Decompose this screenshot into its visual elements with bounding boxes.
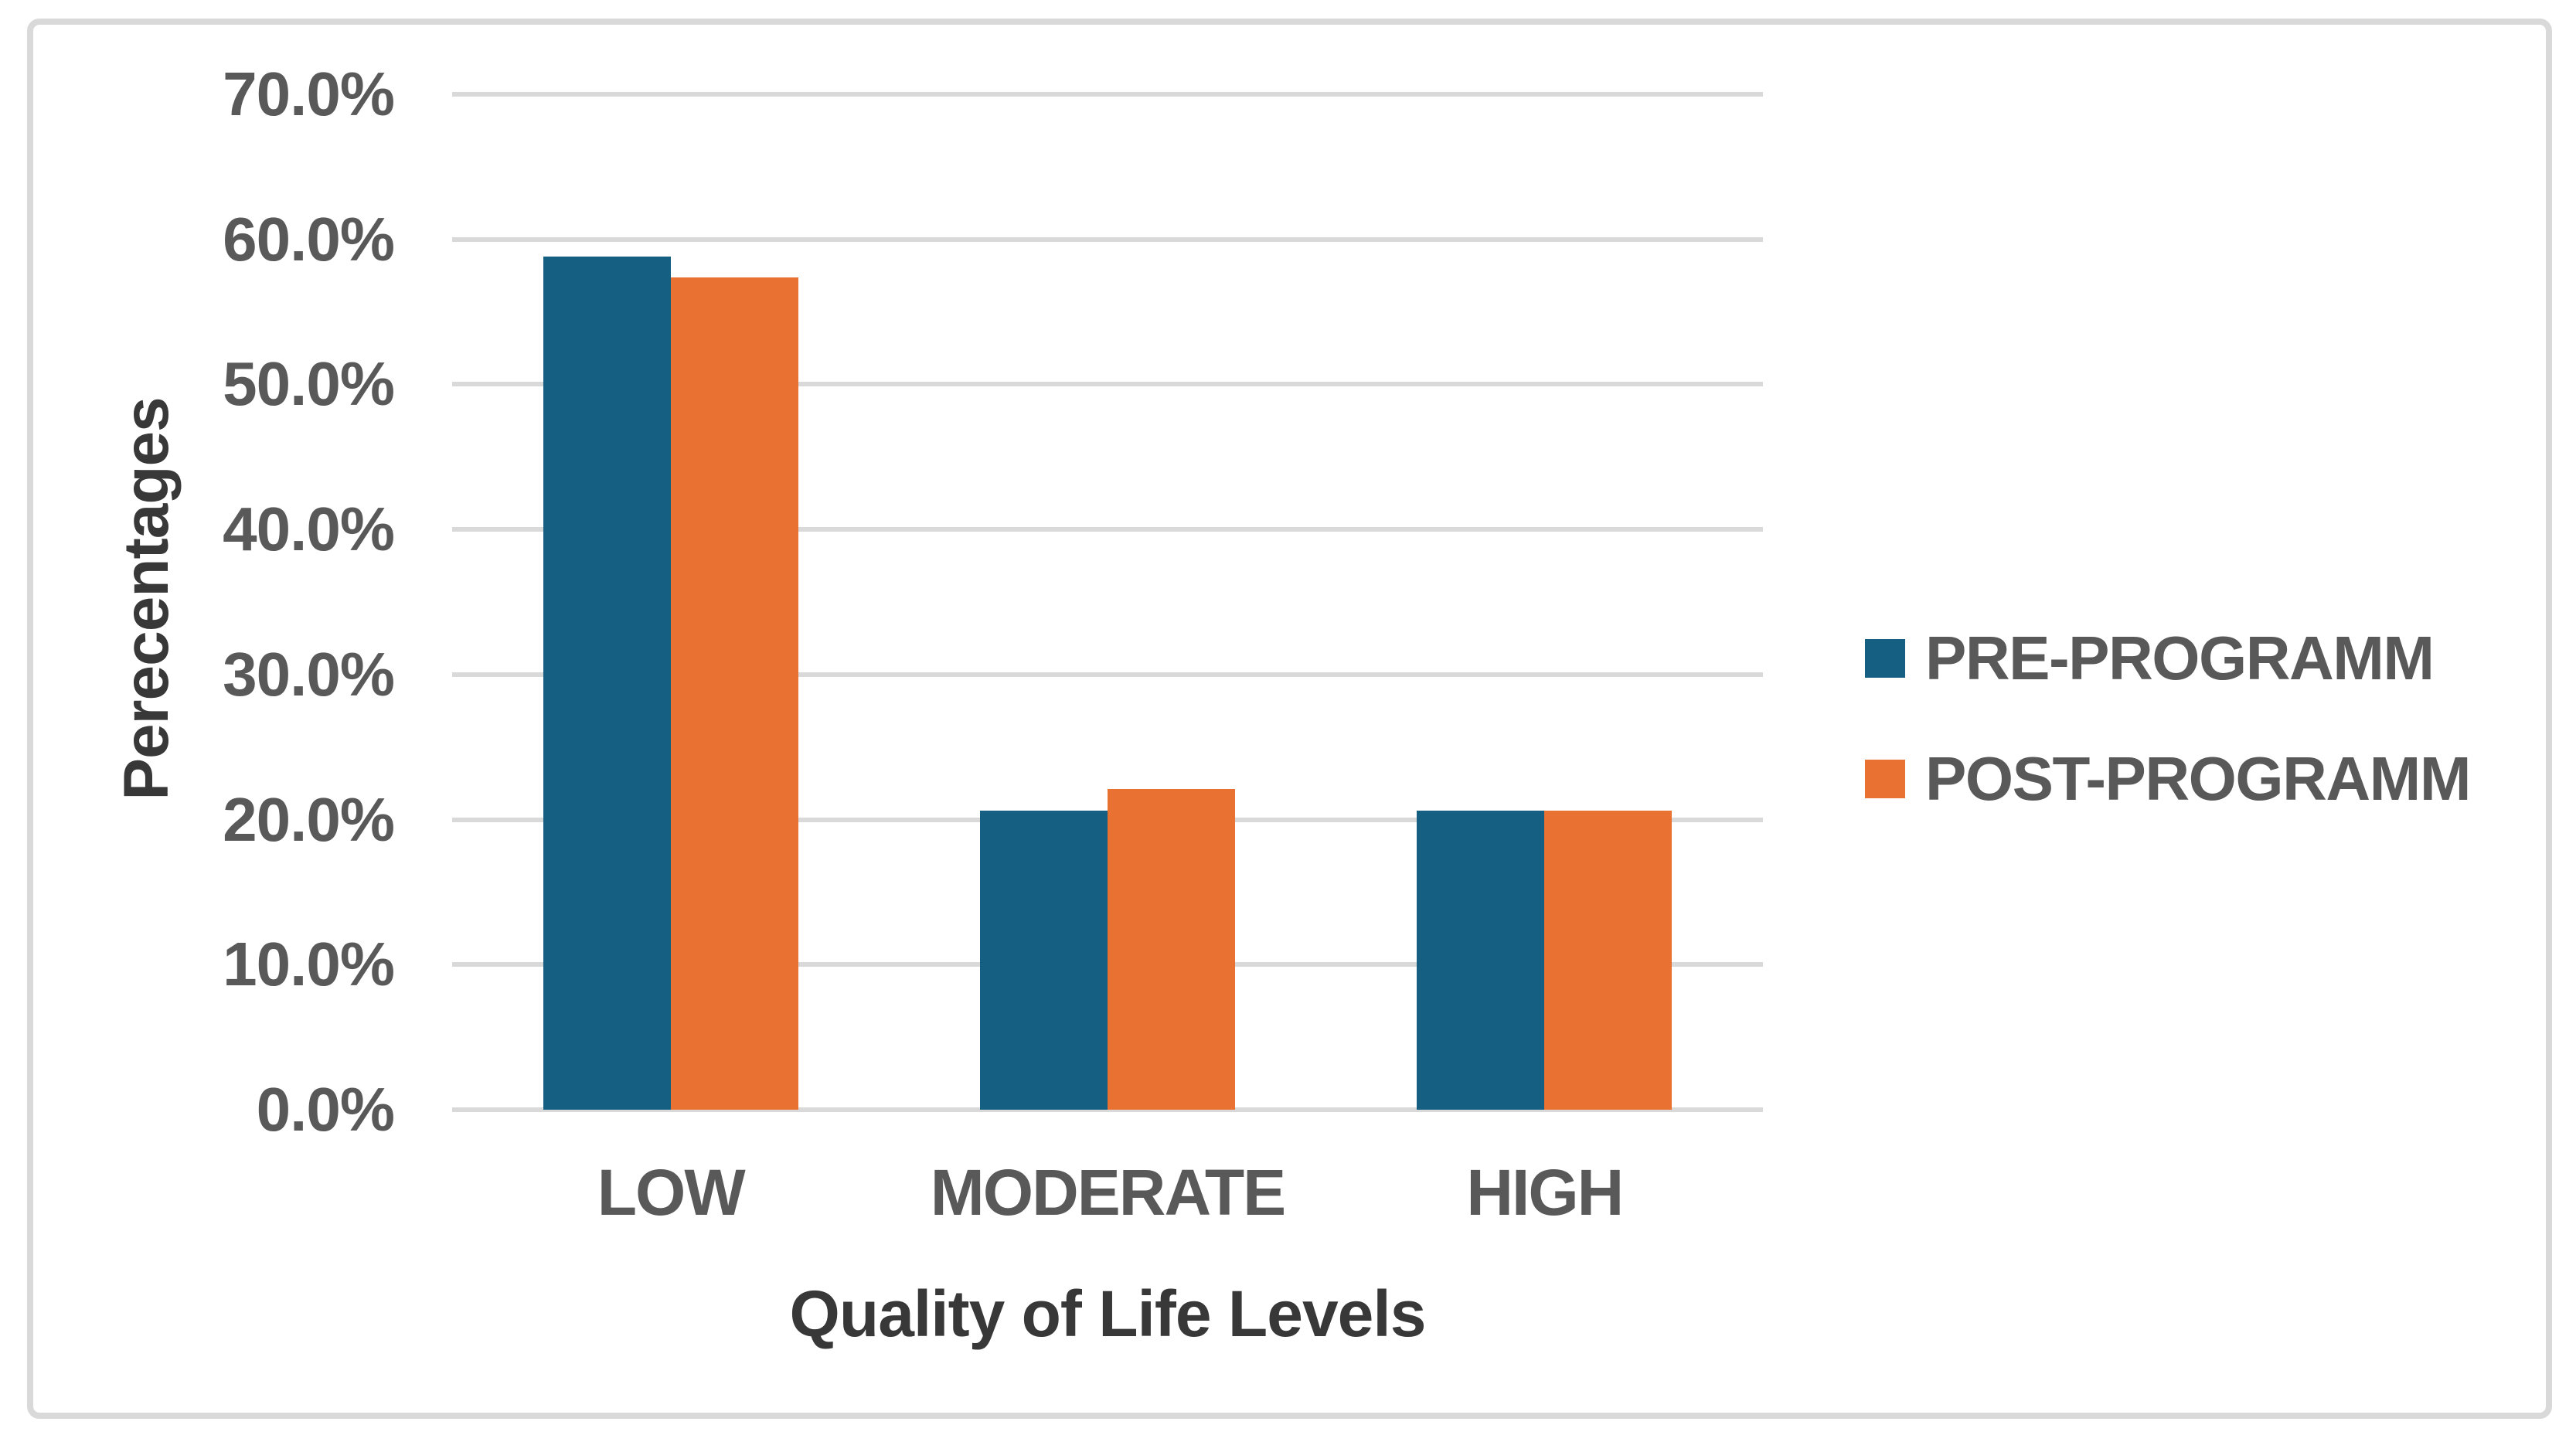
- legend-swatch-icon: [1865, 639, 1905, 678]
- gridline: [452, 92, 1763, 97]
- legend-item-pre-programm: PRE-PROGRAMM: [1865, 623, 2435, 694]
- y-tick-label: 40.0%: [223, 495, 395, 564]
- x-axis-title: Quality of Life Levels: [789, 1277, 1427, 1350]
- x-tick-label-low: LOW: [597, 1156, 746, 1229]
- gridline: [452, 672, 1763, 677]
- y-tick-label: 60.0%: [223, 204, 395, 274]
- bar-low-pre-programm: [543, 257, 671, 1110]
- y-tick-label: 70.0%: [223, 60, 395, 128]
- x-tick-label-high: HIGH: [1466, 1156, 1624, 1229]
- gridline: [452, 1107, 1763, 1112]
- legend-swatch-icon: [1865, 760, 1905, 798]
- bar-moderate-post-programm: [1108, 789, 1235, 1110]
- bar-high-post-programm: [1544, 811, 1673, 1110]
- bar-low-post-programm: [670, 277, 798, 1110]
- y-axis-tick-labels: 70.0% 60.0% 50.0% 40.0% 30.0% 20.0% 10.0% 0.0%: [0, 60, 402, 1144]
- y-tick-label: 0.0%: [256, 1075, 395, 1144]
- y-tick-label: 30.0%: [223, 639, 395, 709]
- y-tick-label: 50.0%: [223, 349, 395, 419]
- x-tick-label-moderate: MODERATE: [930, 1156, 1286, 1229]
- gridline: [452, 382, 1763, 387]
- bar-high-pre-programm: [1417, 811, 1545, 1110]
- gridline: [452, 236, 1763, 242]
- y-tick-label: 10.0%: [223, 930, 395, 999]
- legend-item-post-programm: POST-PROGRAMM: [1865, 743, 2471, 815]
- bar-moderate-pre-programm: [980, 811, 1108, 1110]
- legend: PRE-PROGRAMM POST-PROGRAMM: [1865, 0, 2576, 1442]
- legend-label: PRE-PROGRAMM: [1925, 624, 2435, 692]
- chart-frame-border: [27, 19, 2552, 1419]
- x-axis-tick-labels: LOW MODERATE HIGH: [452, 1155, 1763, 1240]
- gridline: [452, 527, 1763, 532]
- legend-label: POST-PROGRAMM: [1925, 744, 2471, 813]
- y-tick-label: 20.0%: [223, 784, 395, 854]
- plot-area: [452, 92, 1763, 1112]
